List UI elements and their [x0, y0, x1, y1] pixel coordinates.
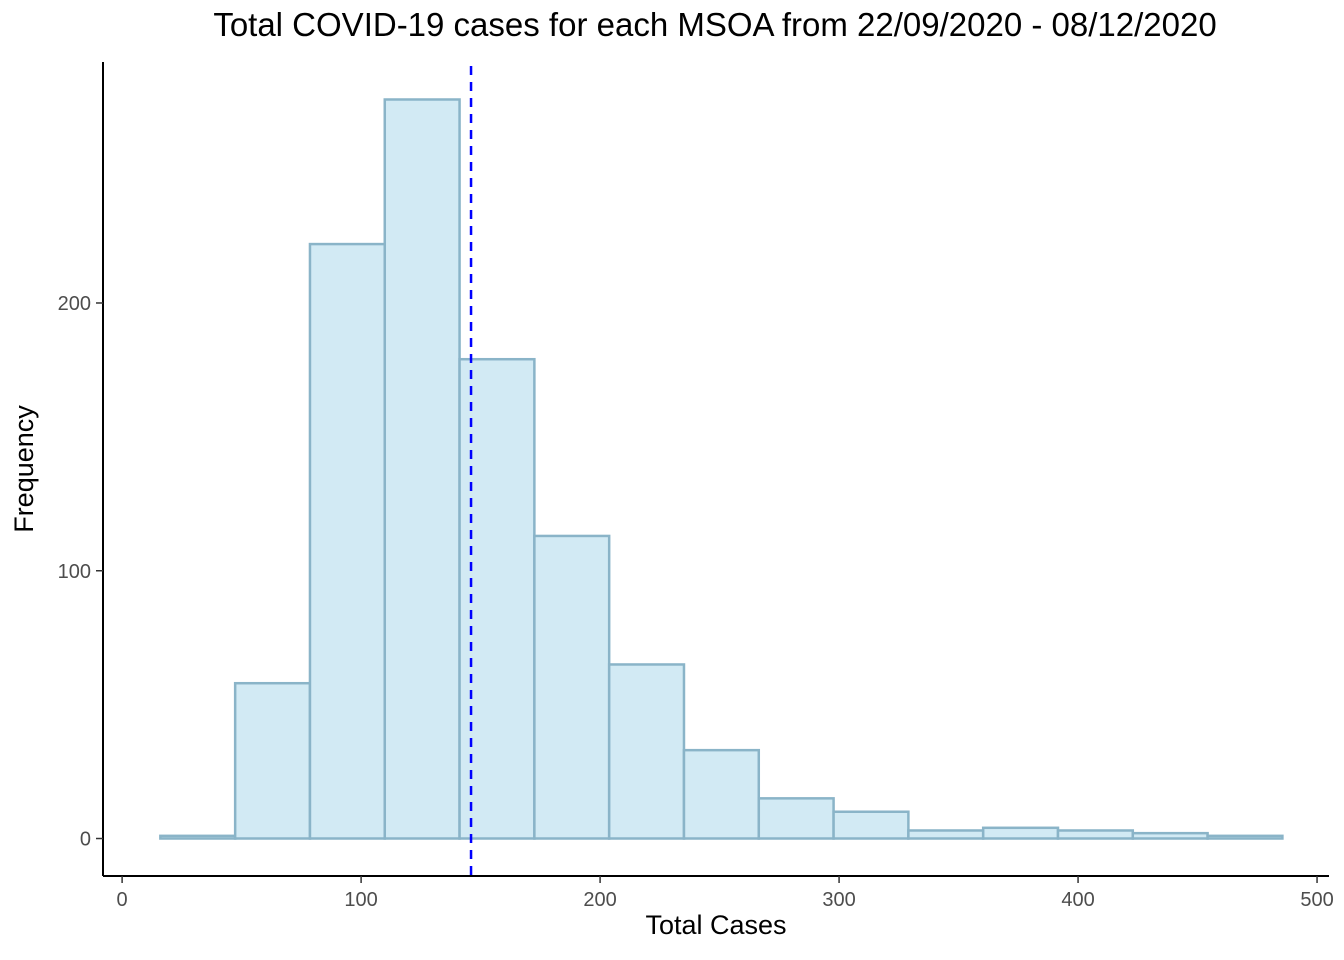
histogram-bar-9 [832, 810, 910, 840]
histogram-bar-11 [981, 826, 1060, 840]
histogram-bar-10 [907, 829, 985, 840]
x-tick-label-5: 500 [1300, 889, 1333, 911]
x-tick-label-3: 300 [822, 889, 855, 911]
histogram-bar-0 [159, 834, 237, 840]
histogram-bar-3 [383, 98, 461, 840]
histogram-bar-1 [233, 681, 312, 840]
x-ticks-group: 0 100 200 300 400 500 [117, 876, 1334, 911]
histogram-bar-2 [308, 242, 387, 840]
histogram-bar-13 [1131, 831, 1209, 840]
bars-group [159, 98, 1284, 840]
y-tick-label-0: 0 [80, 829, 91, 851]
x-tick-label-2: 200 [583, 889, 616, 911]
histogram-bar-12 [1056, 829, 1135, 840]
y-axis-label: Frequency [9, 405, 39, 533]
x-axis-label: Total Cases [645, 910, 787, 940]
histogram-bar-14 [1206, 834, 1284, 840]
x-tick-label-1: 100 [344, 889, 377, 911]
histogram-bar-6 [607, 663, 686, 840]
x-tick-label-4: 400 [1061, 889, 1094, 911]
y-tick-label-1: 100 [58, 561, 91, 583]
histogram-bar-8 [757, 797, 835, 840]
histogram-bar-7 [682, 748, 761, 840]
y-tick-label-2: 200 [58, 293, 91, 315]
x-tick-label-0: 0 [117, 889, 128, 911]
histogram-bar-5 [533, 534, 611, 840]
chart-title: Total COVID-19 cases for each MSOA from … [213, 6, 1217, 43]
y-ticks-group: 0 100 200 [58, 293, 103, 851]
